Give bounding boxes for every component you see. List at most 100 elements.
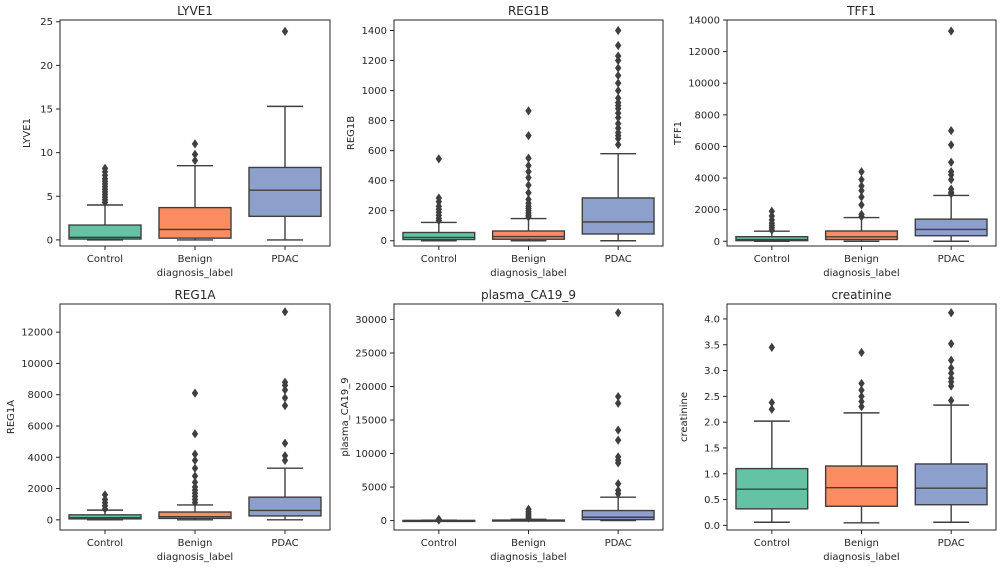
box-benign [824,167,899,242]
x-tick-label: PDAC [271,254,298,265]
iqr-box [824,230,899,241]
outlier-point [858,200,865,210]
y-tick-label: 20 [40,61,53,72]
outlier-point [768,404,776,414]
outlier-point [191,482,199,492]
y-tick-label: 10000 [21,359,53,370]
outlier-point [281,455,289,466]
outlier-point [281,451,289,461]
y-tick-label: 1200 [362,56,387,67]
x-tick-label: PDAC [271,538,298,549]
y-tick-label: 25 [40,17,53,28]
outlier-point [614,78,622,88]
y-tick-label: 6000 [695,142,720,153]
y-tick-label: 10 [40,148,53,159]
outlier-point [858,347,865,358]
outlier-point [614,70,622,81]
x-axis-label: diagnosis_label [157,268,233,279]
outlier-point [858,167,865,177]
chart-title: LYVE1 [177,4,213,18]
chart-panel-2: TFF1 0 2000 4000 6000 8000 10000 12000 14000 Cont… [673,4,997,279]
x-axis-label: diagnosis_label [490,552,566,563]
x-tick-label: Benign [844,254,879,265]
y-tick-label: 15 [40,105,53,116]
iqr-box [914,463,988,506]
y-tick-label: 0 [47,235,53,246]
outlier-point [614,93,622,103]
chart-panel-5: creatinine 0.0 0.5 1.0 1.5 2.0 2.5 3.0 3.5 4.0 Con… [679,288,997,563]
box-benign [158,139,232,241]
outlier-point [768,342,776,352]
outlier-point [281,401,289,411]
plot-frame [393,303,664,531]
y-axis-label: plasma_CA19_9 [340,377,351,456]
outlier-point [281,393,289,403]
x-tick-label: PDAC [938,538,965,549]
y-tick-label: 4000 [28,453,53,464]
y-tick-label: 15000 [355,416,387,427]
y-tick-label: 12000 [688,47,720,58]
chart-panel-3: REG1A 0 2000 4000 6000 8000 10000 12000 Control B… [6,288,331,563]
outlier-point [525,180,532,190]
y-tick-label: 0.5 [704,495,720,506]
outlier-point [191,477,199,487]
outlier-point [858,402,865,412]
outlier-point [525,188,532,198]
outlier-point [614,40,622,51]
iqr-box [735,235,809,242]
outlier-point [858,209,865,219]
box-pdac [248,307,322,521]
y-axis-label: TFF1 [673,121,684,146]
box-pdac [248,26,322,241]
y-tick-label: 2000 [695,205,720,216]
outlier-point [281,307,289,317]
outlier-point [525,504,532,514]
chart-title: REG1A [174,288,216,302]
x-tick-label: Control [754,538,790,549]
y-axis-label: REG1B [346,116,357,150]
iqr-box [581,509,655,521]
outlier-point [435,514,443,524]
x-tick-label: Benign [178,538,213,549]
outlier-point [101,163,109,173]
y-tick-label: 12000 [21,328,53,339]
outlier-point [947,167,955,177]
y-tick-label: 1.5 [704,443,720,454]
x-tick-label: Control [754,254,790,265]
outlier-point [525,167,532,177]
x-tick-label: Control [421,254,457,265]
x-axis-label: diagnosis_label [157,552,233,563]
box-benign [491,504,566,523]
outlier-point [947,373,955,383]
outlier-point [614,435,622,445]
box-benign [158,388,232,521]
outlier-point [947,126,955,136]
outlier-point [191,155,199,166]
outlier-point [614,51,622,61]
box-benign [491,106,566,242]
outlier-point [947,184,955,194]
outlier-point [947,157,955,167]
outlier-point [281,385,289,395]
x-tick-label: Control [87,254,123,265]
outlier-point [614,452,622,462]
iqr-box [248,166,322,218]
outlier-point [768,211,776,221]
y-tick-label: 3.0 [704,366,720,377]
y-tick-label: 8000 [28,390,53,401]
y-tick-label: 30000 [355,315,387,326]
outlier-point [614,485,622,496]
outlier-point [947,395,955,406]
y-axis-label: LYVE1 [22,118,33,148]
y-tick-label: 8000 [695,110,720,121]
y-tick-label: 10000 [355,449,387,460]
x-axis-label: diagnosis_label [490,268,566,279]
y-tick-label: 0 [47,515,53,526]
iqr-box [248,496,322,517]
y-tick-label: 800 [368,116,387,127]
y-tick-label: 0 [381,236,387,247]
x-axis-label: diagnosis_label [823,268,899,279]
y-tick-label: 20000 [355,382,387,393]
y-tick-label: 3.5 [704,340,720,351]
